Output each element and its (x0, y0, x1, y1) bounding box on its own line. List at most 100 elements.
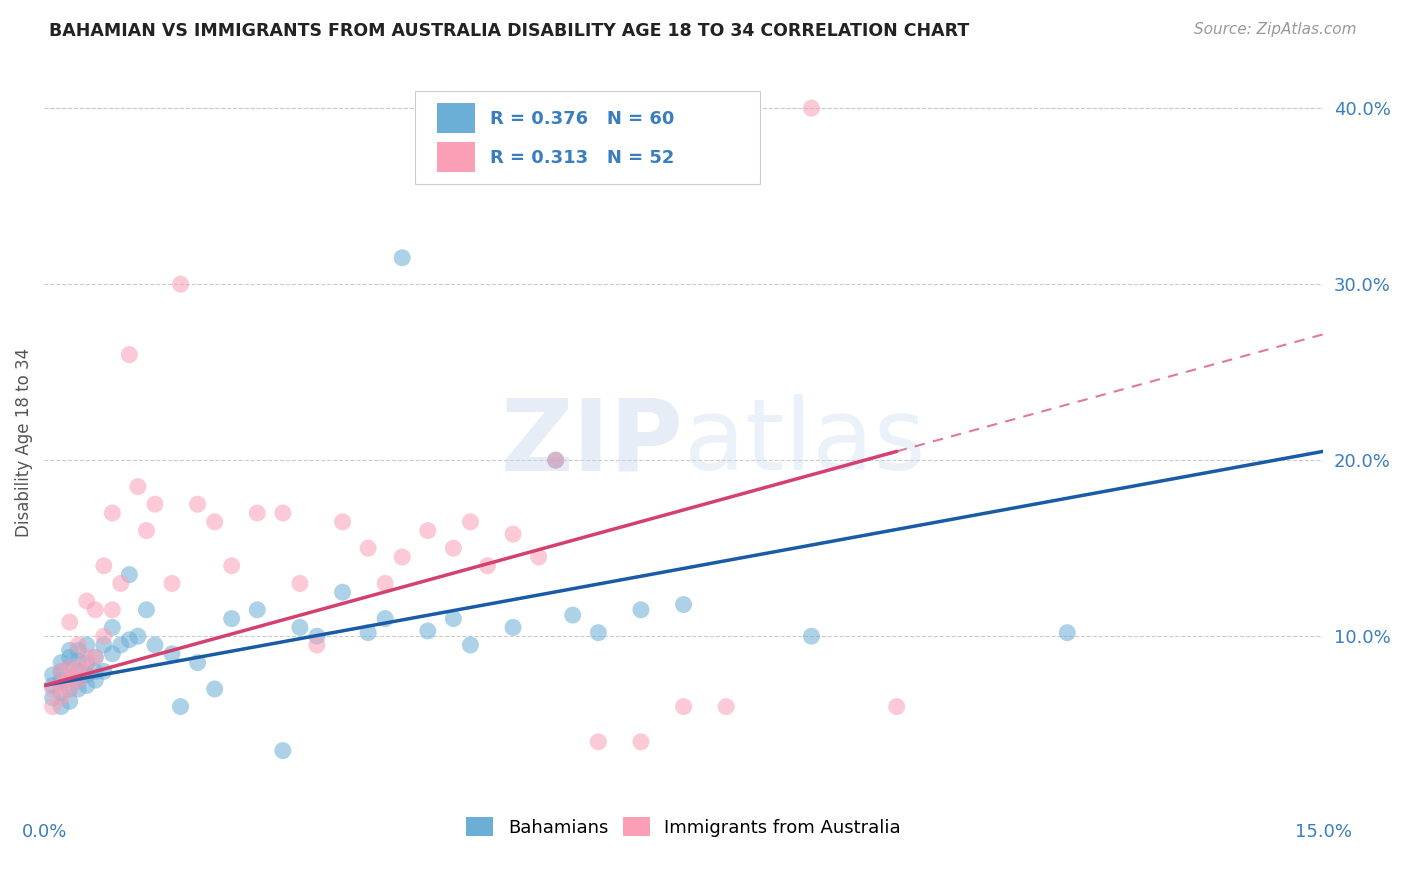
Point (391, 549, 413, 564)
Point (588, 625, 610, 640)
Point (41, 678, 63, 692)
Point (118, 567, 141, 582)
Point (84, 650, 107, 665)
Point (271, 743, 294, 757)
Point (41, 681, 63, 696)
Point (51, 656, 73, 670)
Point (672, 598, 695, 612)
Point (59, 661, 82, 675)
Point (544, 453, 567, 467)
Point (187, 656, 209, 670)
Point (59, 661, 82, 675)
Point (67, 643, 90, 657)
Point (93, 558, 115, 573)
Point (332, 585, 354, 599)
Point (84, 665, 107, 679)
Point (135, 524, 157, 538)
Point (143, 638, 166, 652)
Point (204, 681, 226, 696)
Text: ZIP: ZIP (501, 394, 683, 491)
Point (93, 665, 115, 679)
Point (118, 632, 141, 647)
Point (101, 603, 124, 617)
Point (544, 453, 567, 467)
Point (59, 615, 82, 629)
Point (59, 694, 82, 708)
Point (84, 673, 107, 688)
Point (588, 735, 610, 749)
Point (630, 735, 652, 749)
FancyBboxPatch shape (437, 103, 475, 133)
Point (101, 647, 124, 661)
Point (204, 515, 226, 529)
Point (93, 638, 115, 652)
Point (41, 668, 63, 682)
Point (59, 681, 82, 696)
Point (51, 690, 73, 705)
Point (59, 643, 82, 657)
Legend: Bahamians, Immigrants from Australia: Bahamians, Immigrants from Australia (460, 810, 908, 844)
Point (160, 576, 183, 591)
Point (502, 527, 524, 541)
Point (187, 497, 209, 511)
Point (67, 661, 90, 675)
Point (110, 576, 132, 591)
Point (76, 594, 98, 608)
Point (84, 650, 107, 665)
Point (672, 699, 695, 714)
Point (135, 603, 157, 617)
Point (441, 541, 464, 556)
Text: atlas: atlas (683, 394, 925, 491)
Point (460, 638, 482, 652)
Point (357, 541, 380, 556)
Point (714, 699, 737, 714)
Point (59, 672, 82, 686)
Point (288, 576, 311, 591)
Point (391, 251, 413, 265)
Point (332, 515, 354, 529)
Text: Source: ZipAtlas.com: Source: ZipAtlas.com (1194, 22, 1357, 37)
Point (67, 673, 90, 688)
Point (221, 558, 243, 573)
Point (357, 625, 380, 640)
Point (101, 620, 124, 634)
Point (51, 665, 73, 679)
Point (169, 277, 191, 292)
Point (76, 668, 98, 682)
FancyBboxPatch shape (437, 142, 475, 171)
Point (41, 699, 63, 714)
Point (246, 603, 269, 617)
Point (67, 638, 90, 652)
Point (305, 638, 328, 652)
Point (51, 673, 73, 688)
Point (160, 647, 183, 661)
Point (59, 650, 82, 665)
Point (67, 673, 90, 688)
Point (527, 549, 550, 564)
Point (1056, 625, 1078, 640)
Point (84, 603, 107, 617)
Point (76, 638, 98, 652)
Point (110, 638, 132, 652)
Point (76, 665, 98, 679)
Point (93, 629, 115, 643)
Point (374, 576, 396, 591)
Point (41, 690, 63, 705)
Point (416, 624, 439, 638)
Point (76, 656, 98, 670)
Point (67, 681, 90, 696)
Point (630, 603, 652, 617)
Point (169, 699, 191, 714)
Point (127, 629, 149, 643)
Point (416, 524, 439, 538)
Point (67, 654, 90, 668)
Point (561, 608, 583, 623)
Point (51, 665, 73, 679)
Point (59, 681, 82, 696)
Point (460, 515, 482, 529)
Point (800, 629, 823, 643)
Text: BAHAMIAN VS IMMIGRANTS FROM AUSTRALIA DISABILITY AGE 18 TO 34 CORRELATION CHART: BAHAMIAN VS IMMIGRANTS FROM AUSTRALIA DI… (49, 22, 970, 40)
FancyBboxPatch shape (415, 92, 761, 184)
Point (76, 650, 98, 665)
Point (305, 629, 328, 643)
